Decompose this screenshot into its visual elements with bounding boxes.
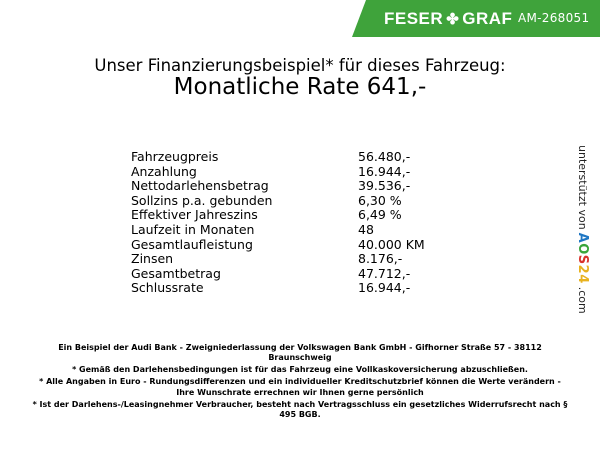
brand-left: FESER [384,9,444,28]
table-row: Effektiver Jahreszins 6,49 % [131,208,425,223]
dealer-logo: FESER ✤ GRAF [384,9,512,29]
financing-heading: Unser Finanzierungsbeispiel* für dieses … [94,56,506,75]
table-row: Zinsen 8.176,- [131,252,425,267]
footer-line: * Gemäß den Darlehensbedingungen ist für… [72,365,528,375]
aos24-logo: AOS24 [575,232,590,284]
row-label: Gesamtlaufleistung [131,236,253,252]
row-label: Nettodarlehensbetrag [131,178,269,194]
clover-icon: ✤ [446,11,460,28]
table-row: Schlussrate 16.944,- [131,281,425,296]
row-value: 16.944,- [358,280,411,296]
footer-line: * Ist der Darlehens-/Leasingnehmer Verbr… [32,399,568,419]
legal-footer: Ein Beispiel der Audi Bank - Zweignieder… [30,343,570,422]
row-label: Laufzeit in Monaten [131,221,255,237]
domain-suffix: .com [576,286,589,314]
table-row: Gesamtbetrag 47.712,- [131,265,425,282]
financing-table: Fahrzeugpreis 56.480,- Anzahlung 16.944,- … [131,149,425,296]
row-label: Effektiver Jahreszins [131,207,258,223]
table-row: Anzahlung 16.944,- [131,163,425,180]
brand-right: GRAF [462,9,513,28]
vehicle-reference: AM-268051 [518,11,590,25]
supported-by-text: unterstützt von [576,145,589,230]
dealer-banner: FESER ✤ GRAF AM-268051 [352,0,600,37]
row-value: 40.000 KM [358,236,425,252]
table-row: Sollzins p.a. gebunden 6,30 % [131,192,425,209]
row-value: 6,30 % [358,192,402,208]
table-row: Gesamtlaufleistung 40.000 KM [131,236,425,253]
row-value: 16.944,- [358,163,411,179]
row-value: 48 [358,221,374,237]
table-row: Fahrzeugpreis 56.480,- [131,149,425,165]
row-label: Schlussrate [131,280,204,296]
row-label: Zinsen [131,251,174,267]
row-value: 39.536,- [358,178,411,194]
row-value: 56.480,- [358,149,411,164]
row-label: Sollzins p.a. gebunden [131,192,273,208]
row-value: 6,49 % [358,207,402,223]
footer-line: * Alle Angaben in Euro - Rundungsdiffere… [39,377,561,397]
supported-by: unterstützt von AOS24 .com [575,145,590,314]
monthly-rate: Monatliche Rate 641,- [173,74,427,100]
row-label: Fahrzeugpreis [131,149,219,164]
table-row: Nettodarlehensbetrag 39.536,- [131,179,425,194]
row-value: 47.712,- [358,265,411,281]
table-row: Laufzeit in Monaten 48 [131,221,425,238]
row-label: Gesamtbetrag [131,265,221,281]
footer-line: Ein Beispiel der Audi Bank - Zweignieder… [58,343,542,363]
row-label: Anzahlung [131,163,197,179]
row-value: 8.176,- [358,251,403,267]
